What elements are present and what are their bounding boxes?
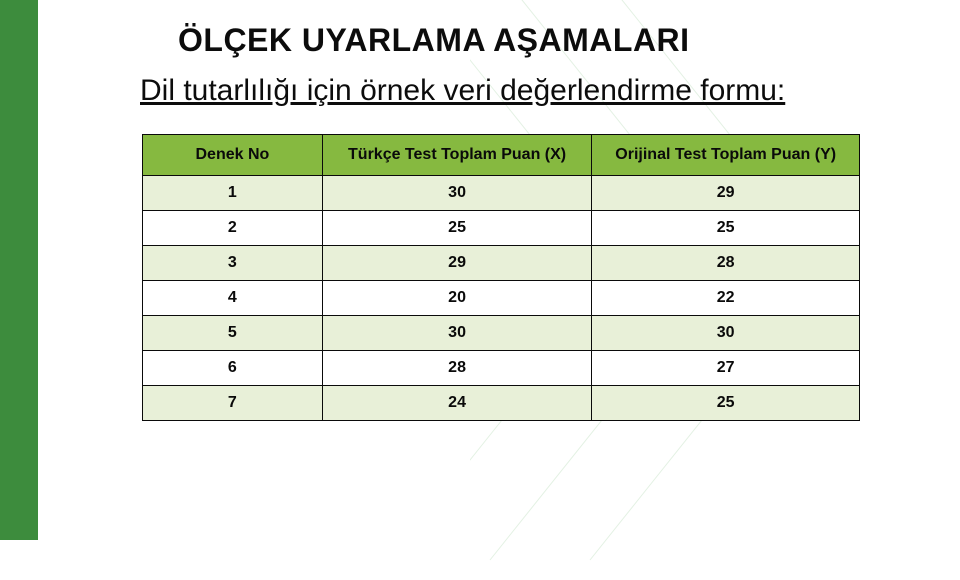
cell: 2 [143,211,323,246]
table-row: 2 25 25 [143,211,860,246]
table-row: 1 30 29 [143,176,860,211]
cell: 20 [322,281,592,316]
table-row: 7 24 25 [143,386,860,421]
table-row: 5 30 30 [143,316,860,351]
table-header-row: Denek No Türkçe Test Toplam Puan (X) Ori… [143,135,860,176]
cell: 25 [592,211,860,246]
cell: 1 [143,176,323,211]
table-row: 4 20 22 [143,281,860,316]
cell: 27 [592,351,860,386]
col-header-orijinal: Orijinal Test Toplam Puan (Y) [592,135,860,176]
cell: 4 [143,281,323,316]
cell: 25 [322,211,592,246]
cell: 30 [592,316,860,351]
left-accent-bar [0,0,38,540]
cell: 30 [322,176,592,211]
cell: 6 [143,351,323,386]
cell: 28 [322,351,592,386]
table-row: 3 29 28 [143,246,860,281]
cell: 29 [322,246,592,281]
cell: 22 [592,281,860,316]
cell: 5 [143,316,323,351]
cell: 30 [322,316,592,351]
cell: 24 [322,386,592,421]
col-header-denek: Denek No [143,135,323,176]
cell: 25 [592,386,860,421]
cell: 3 [143,246,323,281]
cell: 28 [592,246,860,281]
slide-content: ÖLÇEK UYARLAMA AŞAMALARI Dil tutarlılığı… [140,22,900,421]
cell: 29 [592,176,860,211]
table-body: 1 30 29 2 25 25 3 29 28 4 20 22 5 30 [143,176,860,421]
page-subtitle: Dil tutarlılığı için örnek veri değerlen… [140,73,900,108]
col-header-turkce: Türkçe Test Toplam Puan (X) [322,135,592,176]
data-table: Denek No Türkçe Test Toplam Puan (X) Ori… [142,134,860,421]
table-row: 6 28 27 [143,351,860,386]
page-title: ÖLÇEK UYARLAMA AŞAMALARI [178,22,900,59]
cell: 7 [143,386,323,421]
